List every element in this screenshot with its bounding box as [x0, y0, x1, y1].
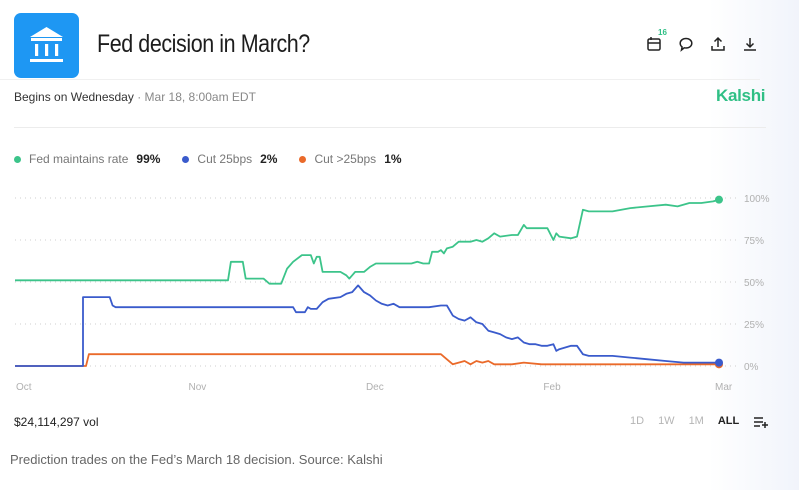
series-line	[15, 198, 720, 285]
market-logo	[14, 13, 79, 78]
legend-item-cut25[interactable]: Cut 25bps 2%	[182, 152, 277, 166]
list-add-icon[interactable]	[753, 415, 769, 432]
x-tick-label: Feb	[543, 382, 561, 393]
header-divider	[0, 79, 760, 80]
legend-value: 99%	[136, 152, 161, 166]
legend-item-maintain[interactable]: Fed maintains rate 99%	[14, 152, 160, 166]
section-divider	[14, 127, 766, 128]
share-icon[interactable]	[710, 36, 726, 52]
series-line	[15, 284, 719, 367]
legend-item-cut-more[interactable]: Cut >25bps 1%	[299, 152, 402, 166]
range-selector: 1D 1W 1M ALL	[630, 415, 769, 432]
legend-value: 1%	[384, 152, 402, 166]
y-tick-label: 50%	[744, 278, 764, 289]
y-tick-label: 100%	[744, 194, 770, 205]
line-chart: 100% 75% 50% 25% 0% Oct Nov Dec Feb Mar	[15, 194, 770, 393]
range-1w[interactable]: 1W	[658, 415, 675, 427]
kalshi-brand[interactable]: Kalshi	[716, 86, 766, 105]
series-endpoint	[715, 195, 723, 204]
header-actions: 16	[646, 28, 758, 52]
legend-dot	[182, 155, 190, 163]
begins-label: Begins on Wednesday	[14, 90, 134, 104]
y-tick-label: 0%	[744, 362, 759, 373]
x-tick-label: Oct	[16, 382, 32, 393]
range-1d[interactable]: 1D	[630, 415, 645, 427]
range-1m[interactable]: 1M	[688, 415, 704, 427]
chart-legend: Fed maintains rate 99% Cut 25bps 2% Cut …	[14, 152, 402, 166]
volume: $24,114,297 vol	[14, 415, 99, 429]
legend-dot	[299, 155, 307, 163]
legend-label: Cut 25bps	[197, 152, 253, 166]
legend-label: Fed maintains rate	[29, 152, 129, 166]
calendar-icon[interactable]: 16	[646, 28, 667, 52]
caption: Prediction trades on the Fed’s March 18 …	[10, 452, 383, 467]
range-all[interactable]: ALL	[717, 415, 740, 427]
begins-info: Begins on Wednesday · Mar 18, 8:00am EDT	[14, 90, 256, 104]
y-tick-label: 25%	[744, 320, 764, 331]
comment-icon[interactable]	[678, 36, 694, 52]
bank-icon	[30, 27, 63, 62]
page-title: Fed decision in March?	[97, 30, 310, 58]
x-tick-label: Dec	[366, 382, 384, 393]
calendar-badge: 16	[658, 28, 667, 37]
series-line	[15, 353, 719, 367]
background-fade	[709, 0, 799, 490]
series-endpoint	[715, 358, 723, 367]
begins-date: · Mar 18, 8:00am EDT	[137, 90, 256, 104]
x-tick-label: Mar	[715, 382, 733, 393]
x-tick-label: Nov	[188, 382, 206, 393]
legend-label: Cut >25bps	[314, 152, 377, 166]
y-tick-label: 75%	[744, 236, 764, 247]
download-icon[interactable]	[742, 36, 758, 52]
legend-value: 2%	[260, 152, 278, 166]
legend-dot	[14, 155, 21, 163]
